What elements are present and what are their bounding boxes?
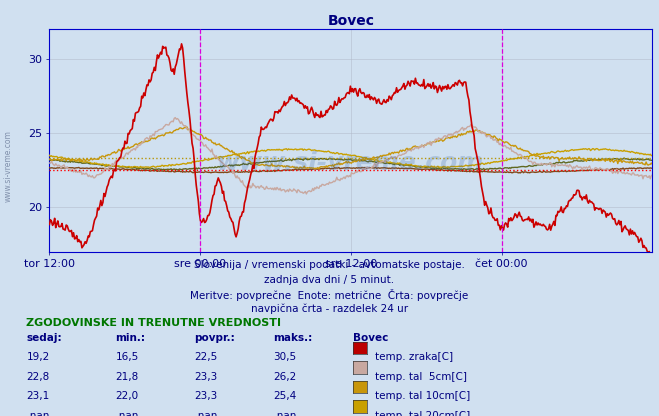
Text: zadnja dva dni / 5 minut.: zadnja dva dni / 5 minut. [264, 275, 395, 285]
Text: www.si-vreme.com: www.si-vreme.com [3, 131, 13, 202]
Text: -nan: -nan [194, 411, 217, 416]
Text: Meritve: povprečne  Enote: metrične  Črta: povprečje: Meritve: povprečne Enote: metrične Črta:… [190, 289, 469, 301]
Title: Bovec: Bovec [328, 14, 374, 28]
Text: 26,2: 26,2 [273, 372, 297, 382]
Text: min.:: min.: [115, 333, 146, 343]
Text: 23,3: 23,3 [194, 391, 217, 401]
Text: -nan: -nan [273, 411, 297, 416]
Text: 23,1: 23,1 [26, 391, 49, 401]
Text: temp. tal  5cm[C]: temp. tal 5cm[C] [375, 372, 467, 382]
Text: 22,0: 22,0 [115, 391, 138, 401]
Text: Bovec: Bovec [353, 333, 388, 343]
Text: temp. tal 20cm[C]: temp. tal 20cm[C] [375, 411, 471, 416]
Text: 19,2: 19,2 [26, 352, 49, 362]
Text: 22,8: 22,8 [26, 372, 49, 382]
Text: maks.:: maks.: [273, 333, 313, 343]
Text: 21,8: 21,8 [115, 372, 138, 382]
Text: 30,5: 30,5 [273, 352, 297, 362]
Text: -nan: -nan [26, 411, 49, 416]
Text: 25,4: 25,4 [273, 391, 297, 401]
Text: Slovenija / vremenski podatki - avtomatske postaje.: Slovenija / vremenski podatki - avtomats… [194, 260, 465, 270]
Text: 16,5: 16,5 [115, 352, 138, 362]
Text: temp. tal 10cm[C]: temp. tal 10cm[C] [375, 391, 471, 401]
Text: 22,5: 22,5 [194, 352, 217, 362]
Text: sedaj:: sedaj: [26, 333, 62, 343]
Text: 23,3: 23,3 [194, 372, 217, 382]
Text: povpr.:: povpr.: [194, 333, 235, 343]
Text: navpična črta - razdelek 24 ur: navpična črta - razdelek 24 ur [251, 304, 408, 314]
Text: -nan: -nan [115, 411, 138, 416]
Text: temp. zraka[C]: temp. zraka[C] [375, 352, 453, 362]
Text: ZGODOVINSKE IN TRENUTNE VREDNOSTI: ZGODOVINSKE IN TRENUTNE VREDNOSTI [26, 318, 281, 328]
Text: www.si-vreme.com: www.si-vreme.com [217, 151, 484, 175]
